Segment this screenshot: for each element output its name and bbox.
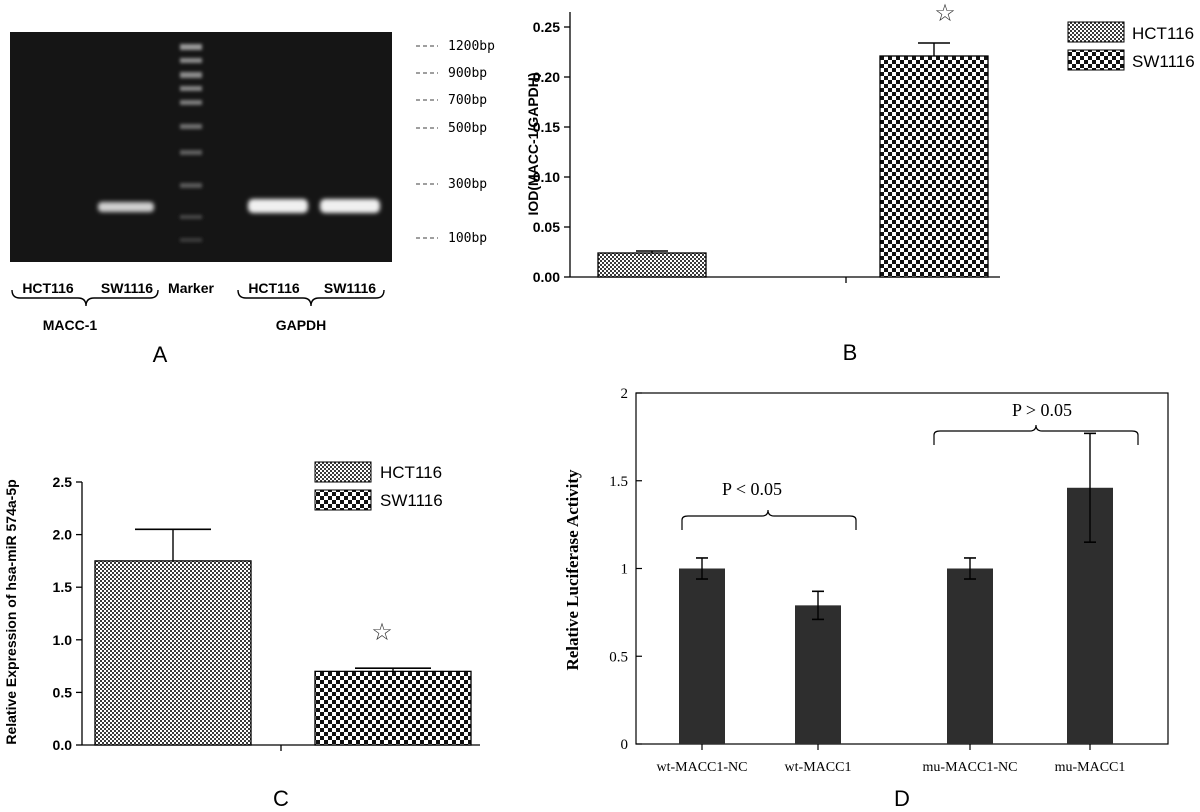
y-tick-label-c: 0.5 <box>53 684 73 700</box>
y-tick-label-d: 0.5 <box>609 649 628 665</box>
lane-label: Marker <box>168 280 214 296</box>
legend-label-sw1116: SW1116 <box>1132 52 1195 71</box>
brace-p-lt-005 <box>681 509 857 530</box>
gel-band-sw1116-gapdh <box>320 199 380 213</box>
lane-label: HCT116 <box>248 280 300 296</box>
ladder-band <box>180 238 202 242</box>
y-tick-label-c: 2.5 <box>53 474 73 490</box>
x-tick-label-d: wt-MACC1-NC <box>656 760 747 775</box>
group-label-gapdh: GAPDH <box>276 317 327 333</box>
panel-label-b: B <box>843 340 858 365</box>
bp-marker-label: 300bp <box>448 177 487 192</box>
panel-label-a: A <box>153 342 168 367</box>
bar-sw1116 <box>314 670 472 746</box>
legend-swatch-hct116 <box>314 461 372 483</box>
annotation-p-lt-005: P < 0.05 <box>722 479 782 499</box>
y-tick-label-b: 0.05 <box>533 219 560 235</box>
annotation-p-gt-005: P > 0.05 <box>1012 400 1072 420</box>
y-axis-label-c: Relative Expression of hsa-miR 574a-5p <box>3 479 19 744</box>
y-tick-label-b: 0.25 <box>533 19 560 35</box>
brace-gapdh <box>237 289 385 307</box>
bar-wt-macc1 <box>795 605 841 744</box>
marker-ladder <box>180 44 202 242</box>
ladder-band <box>180 124 202 129</box>
y-axis-label-d: Relative Luciferase Activity <box>563 469 582 671</box>
legend-label-sw1116: SW1116 <box>380 491 443 510</box>
bp-marker-label: 1200bp <box>448 39 495 54</box>
ladder-band <box>180 215 202 219</box>
y-tick-label-c: 0.0 <box>53 737 73 753</box>
bp-marker-label: 100bp <box>448 231 487 246</box>
y-tick-label-b: 0.15 <box>533 119 560 135</box>
legend-label-hct116: HCT116 <box>380 463 442 482</box>
gel-image <box>10 32 392 262</box>
panel-label-c: C <box>273 786 289 811</box>
significance-star-b: ☆ <box>934 0 956 27</box>
y-axis-label-b: IOD(MACC-1/GAPDH) <box>525 72 541 215</box>
legend-swatch-sw1116 <box>314 489 372 511</box>
ladder-band <box>180 44 202 50</box>
y-tick-label-b: 0.00 <box>533 269 560 285</box>
y-tick-label-b: 0.20 <box>533 69 560 85</box>
ladder-band <box>180 183 202 188</box>
gel-band-sw1116-macc1 <box>98 202 154 212</box>
gel-band-hct116-gapdh <box>248 199 308 213</box>
lane-label: SW1116 <box>101 280 153 296</box>
bp-marker-label: 500bp <box>448 121 487 136</box>
ladder-band <box>180 58 202 63</box>
x-tick-label-d: wt-MACC1 <box>785 760 852 775</box>
bar-sw1116 <box>879 55 989 278</box>
legend-c: HCT116 SW1116 <box>314 461 443 511</box>
group-label-macc1: MACC-1 <box>43 317 98 333</box>
ladder-band <box>180 100 202 105</box>
lane-label: HCT116 <box>22 280 74 296</box>
bar-mu-macc1-nc <box>947 568 993 744</box>
y-tick-label-d: 1 <box>621 562 629 578</box>
y-tick-label-c: 1.5 <box>53 579 73 595</box>
x-tick-label-d: mu-MACC1 <box>1055 760 1126 775</box>
panel-a-gel: 1200bp 900bp 700bp 500bp 300bp 100bp HCT116 SW… <box>10 32 495 367</box>
panel-d-chart: 0 0.5 1 1.5 2 wt-MACC1-NC wt-MACC1 mu-MACC1-NC… <box>563 386 1169 811</box>
bar-wt-macc1-nc <box>679 568 725 744</box>
y-tick-label-c: 1.0 <box>53 632 73 648</box>
ladder-band <box>180 72 202 78</box>
panel-label-d: D <box>894 786 910 811</box>
y-tick-label-b: 0.10 <box>533 169 560 185</box>
bp-marker-labels: 1200bp 900bp 700bp 500bp 300bp 100bp <box>416 39 495 246</box>
brace-p-gt-005 <box>933 424 1139 445</box>
legend-b: HCT116 SW1116 <box>1067 21 1195 71</box>
significance-star-c: ☆ <box>371 619 393 646</box>
panel-c-chart: 0.0 0.5 1.0 1.5 2.0 2.5 Relative Expression o… <box>3 461 480 811</box>
legend-label-hct116: HCT116 <box>1132 24 1194 43</box>
ladder-band <box>180 150 202 155</box>
x-tick-label-d: mu-MACC1-NC <box>923 760 1018 775</box>
bar-hct116 <box>597 252 707 278</box>
legend-swatch-sw1116 <box>1067 49 1125 71</box>
lane-labels: HCT116 SW1116 Marker HCT116 SW1116 <box>22 280 376 296</box>
y-tick-label-d: 0 <box>621 737 629 753</box>
y-tick-label-c: 2.0 <box>53 527 73 543</box>
brace-macc1 <box>11 289 159 307</box>
bp-marker-label: 700bp <box>448 93 487 108</box>
y-tick-label-d: 2 <box>621 386 629 402</box>
lane-label: SW1116 <box>324 280 376 296</box>
panel-b-chart: 0.00 0.05 0.10 0.15 0.20 0.25 IOD(MACC-1/GAPD… <box>525 0 1195 365</box>
legend-swatch-hct116 <box>1067 21 1125 43</box>
bar-hct116 <box>94 560 252 746</box>
ladder-band <box>180 86 202 91</box>
y-tick-label-d: 1.5 <box>609 474 628 490</box>
bp-marker-label: 900bp <box>448 66 487 81</box>
